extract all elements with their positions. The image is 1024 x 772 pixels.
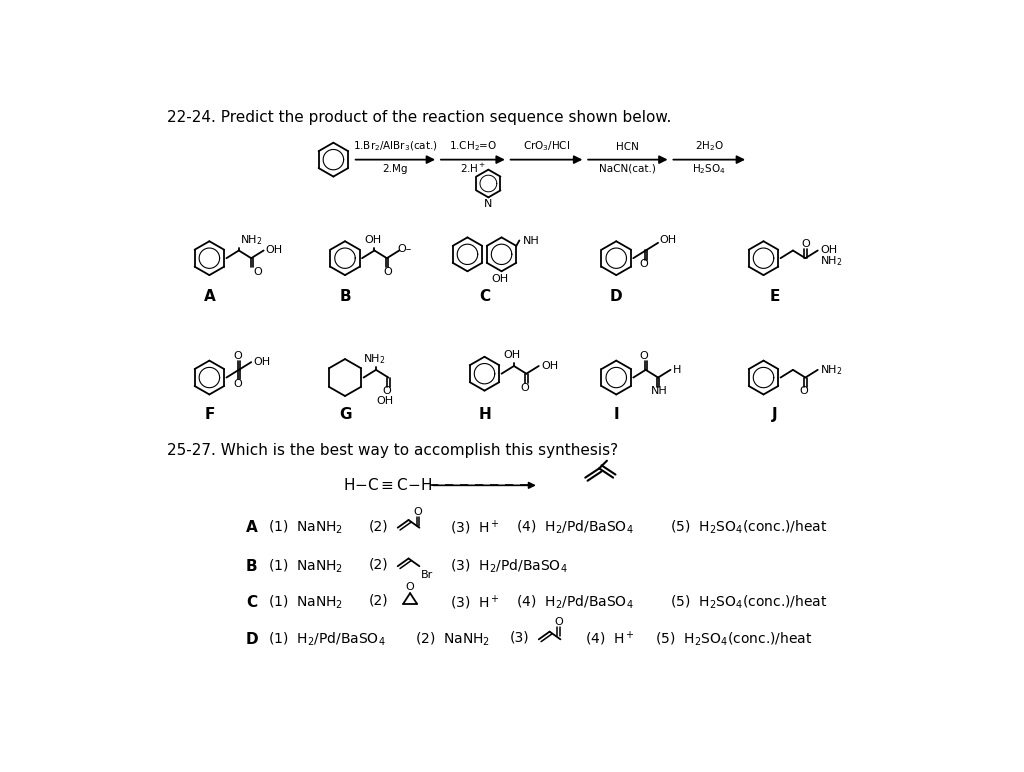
Text: H$-$C$\equiv$C$-$H: H$-$C$\equiv$C$-$H [343, 477, 432, 493]
Text: (3)  H$^+$: (3) H$^+$ [450, 593, 500, 611]
Text: HCN: HCN [616, 141, 639, 151]
Text: A: A [204, 290, 215, 304]
Text: OH: OH [377, 395, 394, 405]
Text: O: O [406, 582, 415, 592]
Text: NaCN(cat.): NaCN(cat.) [599, 164, 656, 174]
Text: J: J [772, 407, 778, 422]
Text: C: C [479, 290, 490, 304]
Text: OH: OH [265, 245, 283, 256]
Text: 1.Br$_2$/AlBr$_3$(cat.): 1.Br$_2$/AlBr$_3$(cat.) [353, 140, 438, 154]
Text: (5)  H$_2$SO$_4$(conc.)/heat: (5) H$_2$SO$_4$(conc.)/heat [671, 594, 828, 611]
Text: (5)  H$_2$SO$_4$(conc.)/heat: (5) H$_2$SO$_4$(conc.)/heat [655, 631, 812, 648]
Text: OH: OH [365, 235, 382, 245]
Text: OH: OH [541, 361, 558, 371]
Text: (2): (2) [369, 519, 388, 533]
Text: OH: OH [659, 235, 677, 245]
Text: O: O [414, 507, 422, 517]
Text: E: E [770, 290, 780, 304]
Text: OH: OH [492, 274, 509, 284]
Text: NH$_2$: NH$_2$ [241, 234, 263, 247]
Text: 1.CH$_2$=O: 1.CH$_2$=O [449, 140, 497, 154]
Text: (4)  H$_2$/Pd/BaSO$_4$: (4) H$_2$/Pd/BaSO$_4$ [515, 594, 633, 611]
Text: O: O [232, 379, 242, 388]
Text: G: G [339, 407, 351, 422]
Text: NH$_2$: NH$_2$ [820, 254, 843, 268]
Text: (1)  H$_2$/Pd/BaSO$_4$: (1) H$_2$/Pd/BaSO$_4$ [267, 631, 385, 648]
Text: OH: OH [820, 245, 838, 256]
Text: D: D [610, 290, 623, 304]
Text: N: N [484, 199, 493, 209]
Text: A: A [246, 520, 258, 535]
Text: (1)  NaNH$_2$: (1) NaNH$_2$ [267, 519, 342, 537]
Text: O: O [520, 383, 529, 392]
Text: NH: NH [522, 236, 540, 246]
Text: H$_2$SO$_4$: H$_2$SO$_4$ [692, 162, 726, 176]
Text: Br: Br [421, 571, 433, 581]
Text: (2)  NaNH$_2$: (2) NaNH$_2$ [415, 631, 489, 648]
Text: 2.Mg: 2.Mg [383, 164, 409, 174]
Text: OH: OH [504, 350, 521, 361]
Text: O: O [800, 387, 808, 396]
Text: C: C [246, 595, 257, 610]
Text: O: O [383, 387, 391, 396]
Text: H: H [673, 365, 681, 375]
Text: CrO$_3$/HCl: CrO$_3$/HCl [523, 140, 570, 154]
Text: 22-24. Predict the product of the reaction sequence shown below.: 22-24. Predict the product of the reacti… [167, 110, 671, 124]
Text: D: D [246, 631, 258, 647]
Text: 25-27. Which is the best way to accomplish this synthesis?: 25-27. Which is the best way to accompli… [167, 443, 617, 458]
Text: B: B [339, 290, 351, 304]
Text: (3)  H$_2$/Pd/BaSO$_4$: (3) H$_2$/Pd/BaSO$_4$ [450, 557, 567, 575]
Text: O: O [640, 259, 648, 269]
Text: (3)  H$^+$: (3) H$^+$ [450, 519, 500, 537]
Text: I: I [613, 407, 620, 422]
Text: OH: OH [254, 357, 270, 367]
Text: (2): (2) [369, 594, 388, 608]
Text: O: O [254, 267, 262, 277]
Text: NH: NH [651, 387, 668, 396]
Text: (4)  H$_2$/Pd/BaSO$_4$: (4) H$_2$/Pd/BaSO$_4$ [515, 519, 633, 537]
Text: (5)  H$_2$SO$_4$(conc.)/heat: (5) H$_2$SO$_4$(conc.)/heat [671, 519, 828, 537]
Text: 2.H$^+$: 2.H$^+$ [460, 162, 486, 175]
Text: O–: O– [397, 244, 412, 254]
Text: B: B [246, 559, 257, 574]
Text: F: F [204, 407, 215, 422]
Text: NH$_2$: NH$_2$ [820, 363, 843, 377]
Text: O: O [555, 618, 563, 628]
Text: (4)  H$^+$: (4) H$^+$ [586, 630, 635, 648]
Text: (1)  NaNH$_2$: (1) NaNH$_2$ [267, 557, 342, 575]
Text: (3): (3) [510, 631, 529, 645]
Text: O: O [232, 351, 242, 361]
Text: H: H [478, 407, 490, 422]
Text: O: O [801, 239, 810, 249]
Text: NH$_2$: NH$_2$ [364, 352, 386, 366]
Text: O: O [640, 351, 648, 361]
Text: (1)  NaNH$_2$: (1) NaNH$_2$ [267, 594, 342, 611]
Text: 2H$_2$O: 2H$_2$O [694, 140, 724, 154]
Text: O: O [383, 267, 392, 277]
Text: (2): (2) [369, 557, 388, 571]
